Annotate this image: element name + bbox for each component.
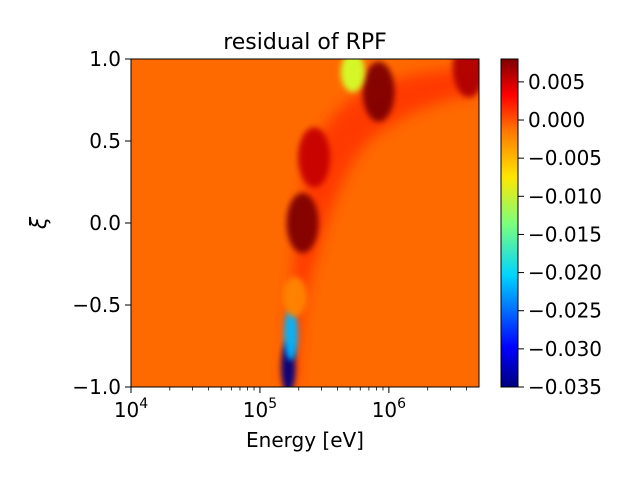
- heatmap-features: [281, 59, 479, 387]
- colorbar-tick-label: −0.035: [528, 375, 602, 399]
- heatmap-feature: [282, 276, 307, 317]
- colorbar-tick-label: 0.000: [528, 108, 585, 132]
- x-tick-label: 106: [372, 396, 406, 422]
- colorbar-tick-label: −0.020: [528, 261, 602, 285]
- heatmap: [131, 59, 479, 387]
- x-axis-ticks: 104 105 106: [114, 387, 467, 422]
- colorbar: [500, 58, 519, 388]
- y-tick-label: −0.5: [72, 293, 121, 317]
- y-axis-label: ξ: [27, 216, 52, 230]
- x-axis-label: Energy [eV]: [246, 428, 364, 452]
- heatmap-feature: [340, 59, 365, 93]
- colorbar-ticks: 0.005 0.000 −0.005 −0.010 −0.015 −0.020 −0.025…: [518, 70, 602, 399]
- y-tick-label: 1.0: [89, 47, 121, 71]
- colorbar-tick-label: −0.030: [528, 337, 602, 361]
- colorbar-tick-label: −0.010: [528, 184, 602, 208]
- x-tick-label: 104: [114, 396, 148, 422]
- colorbar-tick-label: −0.025: [528, 299, 602, 323]
- heatmap-feature: [283, 308, 298, 361]
- heatmap-feature: [362, 61, 395, 122]
- heatmap-feature: [452, 59, 479, 98]
- heatmap-feature: [286, 193, 319, 253]
- colorbar-tick-label: 0.005: [528, 70, 585, 94]
- colorbar-tick-label: −0.005: [528, 146, 602, 170]
- y-tick-label: 0.5: [89, 129, 121, 153]
- colorbar-tick-label: −0.015: [528, 222, 602, 246]
- x-tick-label: 105: [243, 396, 277, 422]
- heatmap-band-positive: [283, 68, 479, 387]
- y-tick-label: 0.0: [89, 211, 121, 235]
- y-axis-ticks: 1.0 0.5 0.0 −0.5 −1.0: [72, 47, 131, 399]
- chart-title: residual of RPF: [223, 30, 387, 55]
- heatmap-feature: [298, 127, 331, 188]
- y-tick-label: −1.0: [72, 375, 121, 399]
